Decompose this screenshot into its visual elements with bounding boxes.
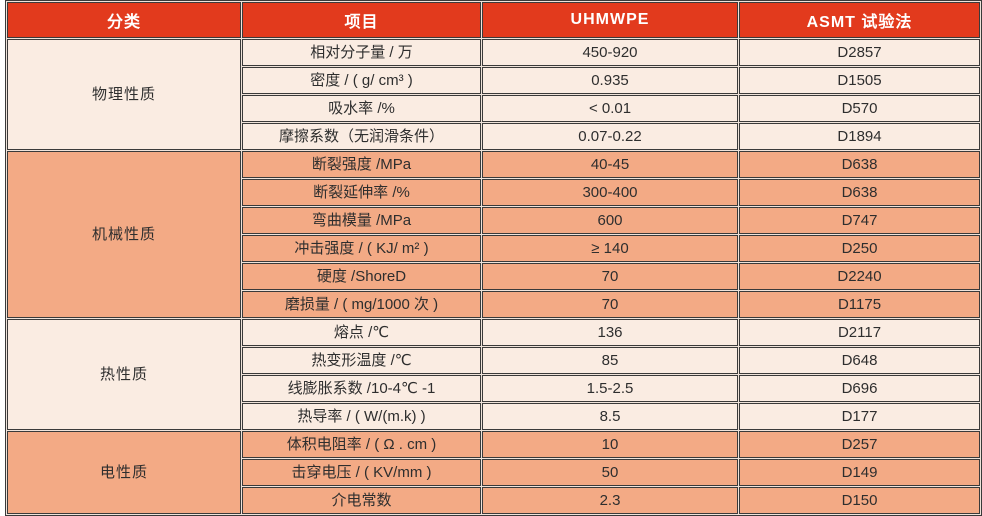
item-cell: 硬度 /ShoreD xyxy=(242,263,481,290)
astm-method-cell: D250 xyxy=(739,235,980,262)
table-row: 磨损量 / ( mg/1000 次 ) 70 D1175 xyxy=(7,291,980,318)
item-cell: 磨损量 / ( mg/1000 次 ) xyxy=(242,291,481,318)
astm-method-cell: D1175 xyxy=(739,291,980,318)
uhmwpe-value-cell: 0.07-0.22 xyxy=(482,123,738,150)
column-header-category: 分类 xyxy=(7,2,241,38)
astm-method-cell: D696 xyxy=(739,375,980,402)
table-row: 断裂延伸率 /% 300-400 D638 xyxy=(7,179,980,206)
astm-method-cell: D1505 xyxy=(739,67,980,94)
astm-method-cell: D150 xyxy=(739,487,980,514)
item-cell: 吸水率 /% xyxy=(242,95,481,122)
uhmwpe-value-cell: 300-400 xyxy=(482,179,738,206)
astm-method-cell: D648 xyxy=(739,347,980,374)
category-cell: 机械性质 xyxy=(7,151,241,318)
column-header-uhmwpe: UHMWPE xyxy=(482,2,738,38)
item-cell: 热导率 / ( W/(m.k) ) xyxy=(242,403,481,430)
column-header-astm-method: ASMT 试验法 xyxy=(739,2,980,38)
item-cell: 断裂延伸率 /% xyxy=(242,179,481,206)
table-row: 冲击强度 / ( KJ/ m² ) ≥ 140 D250 xyxy=(7,235,980,262)
table-body: 物理性质 相对分子量 / 万 450-920 D2857 密度 / ( g/ cm³ )… xyxy=(7,39,980,514)
uhmwpe-value-cell: 1.5-2.5 xyxy=(482,375,738,402)
uhmwpe-value-cell: 10 xyxy=(482,431,738,458)
category-cell: 热性质 xyxy=(7,319,241,430)
table-row: 电性质 体积电阻率 / ( Ω . cm ) 10 D257 xyxy=(7,431,980,514)
uhmwpe-value-cell: 70 xyxy=(482,291,738,318)
uhmwpe-value-cell: < 0.01 xyxy=(482,95,738,122)
item-cell: 冲击强度 / ( KJ/ m² ) xyxy=(242,235,481,262)
table-row: 击穿电压 / ( KV/mm ) 50 D149 xyxy=(7,459,980,486)
astm-method-cell: D149 xyxy=(739,459,980,486)
uhmwpe-value-cell: 8.5 xyxy=(482,403,738,430)
uhmwpe-value-cell: 600 xyxy=(482,207,738,234)
table-header: 分类 项目 UHMWPE ASMT 试验法 xyxy=(7,2,980,38)
table-row: 热变形温度 /℃ 85 D648 xyxy=(7,347,980,374)
astm-method-cell: D1894 xyxy=(739,123,980,150)
uhmwpe-value-cell: 2.3 xyxy=(482,487,738,514)
table-row: 热导率 / ( W/(m.k) ) 8.5 D177 xyxy=(7,403,980,430)
item-cell: 击穿电压 / ( KV/mm ) xyxy=(242,459,481,486)
table-row: 硬度 /ShoreD 70 D2240 xyxy=(7,263,980,290)
table-row: 物理性质 相对分子量 / 万 450-920 D2857 xyxy=(7,39,980,150)
item-cell: 密度 / ( g/ cm³ ) xyxy=(242,67,481,94)
table-row: 密度 / ( g/ cm³ ) 0.935 D1505 xyxy=(7,67,980,94)
uhmwpe-value-cell: 450-920 xyxy=(482,39,738,66)
uhmwpe-value-cell: 136 xyxy=(482,319,738,346)
item-cell: 弯曲模量 /MPa xyxy=(242,207,481,234)
table-row: 摩擦系数（无润滑条件） 0.07-0.22 D1894 xyxy=(7,123,980,150)
table-row: 机械性质 断裂强度 /MPa 40-45 D638 xyxy=(7,151,980,318)
table-row: 吸水率 /% < 0.01 D570 xyxy=(7,95,980,122)
column-header-item: 项目 xyxy=(242,2,481,38)
uhmwpe-value-cell: ≥ 140 xyxy=(482,235,738,262)
item-cell: 热变形温度 /℃ xyxy=(242,347,481,374)
astm-method-cell: D2117 xyxy=(739,319,980,346)
item-cell: 断裂强度 /MPa xyxy=(242,151,481,178)
astm-method-cell: D177 xyxy=(739,403,980,430)
astm-method-cell: D2857 xyxy=(739,39,980,66)
astm-method-cell: D747 xyxy=(739,207,980,234)
table-row: 热性质 熔点 /℃ 136 D2117 xyxy=(7,319,980,430)
uhmwpe-value-cell: 40-45 xyxy=(482,151,738,178)
item-cell: 介电常数 xyxy=(242,487,481,514)
item-cell: 熔点 /℃ xyxy=(242,319,481,346)
uhmwpe-value-cell: 0.935 xyxy=(482,67,738,94)
table-row: 弯曲模量 /MPa 600 D747 xyxy=(7,207,980,234)
uhmwpe-property-table: 分类 项目 UHMWPE ASMT 试验法 物理性质 相对分子量 / 万 450-9… xyxy=(5,0,982,516)
table-row: 线膨胀系数 /10-4℃ -1 1.5-2.5 D696 xyxy=(7,375,980,402)
header-row: 分类 项目 UHMWPE ASMT 试验法 xyxy=(7,2,980,38)
uhmwpe-value-cell: 85 xyxy=(482,347,738,374)
astm-method-cell: D638 xyxy=(739,179,980,206)
item-cell: 线膨胀系数 /10-4℃ -1 xyxy=(242,375,481,402)
item-cell: 体积电阻率 / ( Ω . cm ) xyxy=(242,431,481,458)
uhmwpe-value-cell: 70 xyxy=(482,263,738,290)
astm-method-cell: D638 xyxy=(739,151,980,178)
item-cell: 摩擦系数（无润滑条件） xyxy=(242,123,481,150)
astm-method-cell: D2240 xyxy=(739,263,980,290)
item-cell: 相对分子量 / 万 xyxy=(242,39,481,66)
category-cell: 物理性质 xyxy=(7,39,241,150)
astm-method-cell: D257 xyxy=(739,431,980,458)
uhmwpe-value-cell: 50 xyxy=(482,459,738,486)
astm-method-cell: D570 xyxy=(739,95,980,122)
category-cell: 电性质 xyxy=(7,431,241,514)
